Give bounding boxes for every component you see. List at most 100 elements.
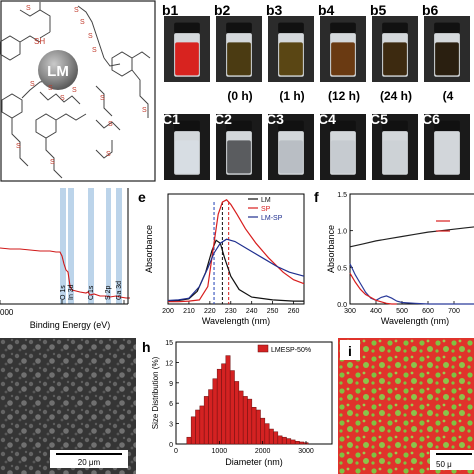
vial-liquid	[435, 42, 459, 76]
peak-label-ga3d: Ga 3d	[116, 281, 123, 300]
sulfur-atom: S	[48, 85, 53, 92]
panel-f-chart: 300 400 500 600 700 0.0 0.5 1.0 1.5 Wavelength (n…	[310, 186, 474, 334]
vial-cap	[174, 22, 200, 34]
histogram-bar	[221, 363, 227, 445]
vial-time-label: (12 h)	[328, 89, 360, 103]
x-tick-label: 0	[174, 448, 178, 455]
histogram-bar	[216, 368, 222, 445]
elemental-map: i 50 μ	[338, 338, 474, 474]
uv-vis-chart-e: 200 210 220 230 240 250 260 Wavelength (nm) Abso…	[138, 189, 305, 326]
vial-time-label: (0 h)	[227, 89, 252, 103]
vial-cap	[226, 120, 252, 132]
y-tick-label: 9	[169, 381, 173, 388]
plot-frame	[167, 193, 305, 305]
vial-label: b2	[214, 2, 231, 18]
sulfur-atom: S	[30, 81, 35, 88]
histogram-bar	[225, 355, 231, 445]
panel-d-xps: O 1s In 3d C 1s S 2p Ga 3d 000 Binding E…	[0, 186, 134, 334]
panel-label-i: i	[348, 343, 352, 359]
panel-label-box	[340, 340, 360, 360]
vial-label: b1	[162, 2, 179, 18]
x-tick-label: 400	[370, 308, 382, 315]
panel-sem-image: 20 μm	[0, 338, 136, 474]
xps-curve	[0, 247, 130, 299]
sulfur-atom: S	[72, 87, 77, 94]
vial-liquid	[331, 140, 355, 174]
y-tick-label: 0.0	[337, 302, 347, 309]
x-tick-label: 500	[396, 308, 408, 315]
x-tick-label: 210	[183, 308, 195, 315]
vial-label: C1	[162, 111, 180, 127]
schematic-drawing: LM SH S S S S S S S S S S S S S S S	[0, 0, 156, 182]
map-scale-label: 50 μ	[436, 460, 452, 469]
panel-e-chart: 200 210 220 230 240 250 260 Wavelength (nm) Abso…	[136, 186, 308, 334]
sulfur-atom: S	[142, 107, 147, 114]
vial-photos: b1 b2 (0 h) b3 (1 h) b4 (12 h) b5 (24 h) b6 (4 C1 C2…	[162, 2, 470, 180]
histogram-bar	[190, 416, 196, 445]
sulfur-atom: S	[16, 143, 21, 150]
x-tick-label: 220	[204, 308, 216, 315]
sulfur-atom: S	[100, 95, 105, 102]
histogram-bar	[247, 398, 253, 445]
histogram-bar	[212, 378, 218, 445]
panel-a-schematic: LM SH S S S S S S S S S S S S S S S	[0, 0, 156, 182]
sulfur-atom: S	[88, 33, 93, 40]
x-tick-label: 700	[448, 308, 460, 315]
sulfur-atom: S	[60, 95, 65, 102]
sulfur-atom: S	[108, 121, 113, 128]
y-axis-label: Absorbance	[144, 225, 154, 273]
x-tick-label: 300	[344, 308, 356, 315]
vial-time-label: (1 h)	[279, 89, 304, 103]
y-tick-label: 6	[169, 401, 173, 408]
peak-label-in3d: In 3d	[68, 284, 75, 300]
y-tick-label: 1.0	[337, 229, 347, 236]
thiol-label: SH	[34, 37, 45, 46]
histogram-bar	[186, 436, 192, 445]
vial-label: b4	[318, 2, 335, 18]
histogram-bar	[199, 405, 205, 445]
vial-cap	[278, 22, 304, 34]
y-tick-label: 15	[165, 340, 173, 347]
legend-entry: LMESP-50%	[271, 347, 311, 354]
histogram-bar	[234, 381, 240, 445]
liquid-metal-sphere	[38, 50, 78, 90]
vial-liquid	[279, 140, 303, 174]
y-axis-label: Size Distribution (%)	[151, 356, 160, 429]
y-tick-label: 0.5	[337, 265, 347, 272]
vial-label: C5	[370, 111, 388, 127]
x-axis-label: Wavelength (nm)	[202, 316, 270, 326]
sulfur-atom: S	[74, 7, 79, 14]
histogram-bar	[255, 409, 261, 445]
vial-liquid	[331, 42, 355, 76]
histogram-bar	[286, 438, 292, 445]
vial-cap	[382, 120, 408, 132]
x-tick-label: 1000	[212, 448, 228, 455]
sulfur-atom: S	[106, 151, 111, 158]
vial-label: C2	[214, 111, 232, 127]
y-tick-label: 12	[165, 360, 173, 367]
panel-label-h: h	[142, 339, 151, 355]
histogram-bar	[290, 439, 296, 445]
y-tick-label: 0	[169, 442, 173, 449]
x-tick-label: 230	[225, 308, 237, 315]
legend-entry: SP	[261, 206, 271, 213]
vial-cap	[330, 22, 356, 34]
histogram-bar	[273, 431, 279, 445]
series-line-0	[349, 226, 474, 248]
peak-label-s2p: S 2p	[105, 285, 112, 300]
size-distribution-chart: 0 1000 2000 3000 0 3 6 9 12 15 h Diameter (nm) Size …	[142, 339, 333, 467]
x-tick-label: 240	[246, 308, 258, 315]
vial-cap	[226, 22, 252, 34]
vial-cap	[434, 120, 460, 132]
panel-i-map: i 50 μ	[338, 338, 474, 474]
vial-label: C3	[266, 111, 284, 127]
series-line-lm	[167, 239, 304, 302]
plot-frame	[349, 193, 474, 305]
histogram-bar	[268, 428, 274, 445]
histogram-bar	[299, 441, 305, 445]
vial-label: C6	[422, 111, 440, 127]
legend-swatch	[257, 344, 269, 353]
x-tick-label: 600	[422, 308, 434, 315]
histogram-bar	[242, 396, 248, 445]
series-line-1	[349, 263, 474, 305]
